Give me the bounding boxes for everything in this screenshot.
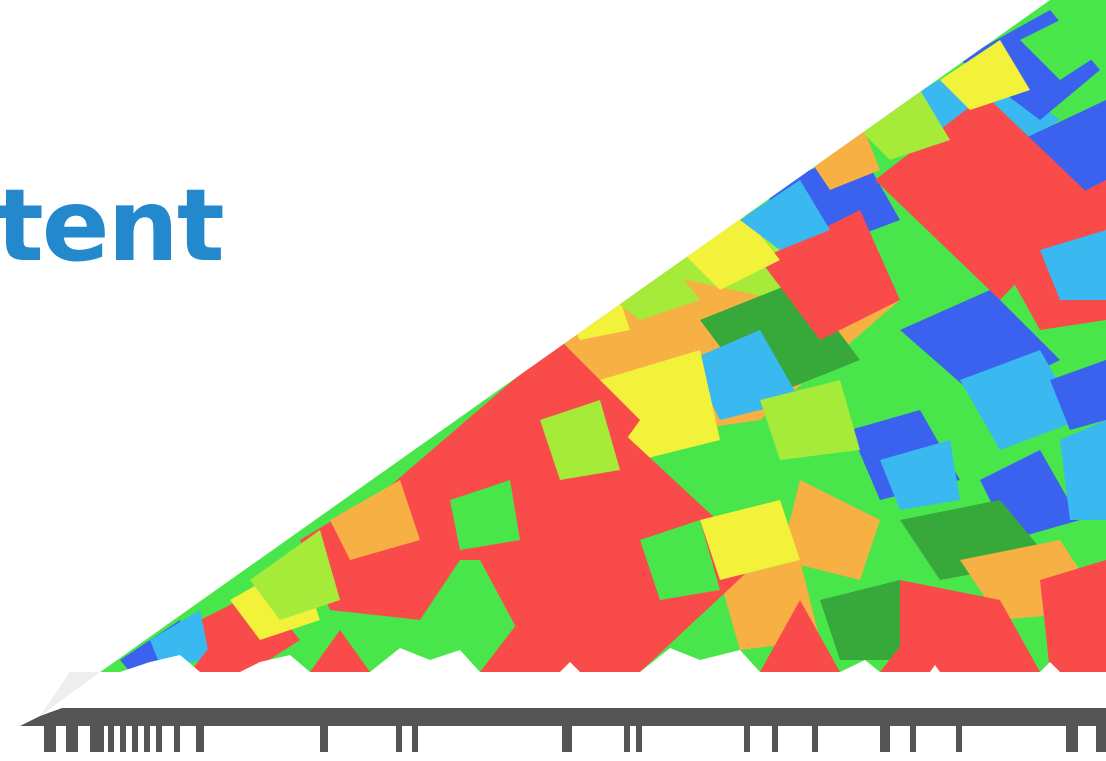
heatmap-region bbox=[960, 350, 1080, 450]
heatmap-region bbox=[480, 430, 760, 672]
track-tick bbox=[624, 726, 630, 752]
heatmap-peak bbox=[880, 640, 930, 672]
heatmap-peak bbox=[310, 630, 370, 672]
heatmap-edge bbox=[240, 655, 310, 672]
heatmap-triangle bbox=[100, 0, 1106, 672]
heatmap-region bbox=[450, 480, 520, 550]
heatmap-region bbox=[640, 520, 720, 600]
heatmap-region bbox=[860, 90, 950, 160]
page-title: tent bbox=[0, 167, 225, 284]
heatmap-region bbox=[1050, 360, 1106, 430]
heatmap-edge bbox=[1040, 662, 1060, 672]
heatmap-region bbox=[740, 180, 830, 250]
heatmap-region bbox=[330, 480, 420, 560]
heatmap-edge bbox=[840, 660, 880, 672]
track-tick bbox=[144, 726, 150, 752]
heatmap-peak bbox=[580, 645, 640, 672]
track-tick bbox=[812, 726, 818, 752]
heatmap-region bbox=[540, 400, 620, 480]
heatmap-peak bbox=[480, 620, 560, 672]
track-fade bbox=[40, 672, 100, 716]
track-tick bbox=[396, 726, 402, 752]
track-tick bbox=[636, 726, 642, 752]
track-tick bbox=[1096, 726, 1106, 752]
track-bar bbox=[20, 708, 1106, 726]
track-tick bbox=[156, 726, 162, 752]
track-tick bbox=[880, 726, 890, 752]
track-tick bbox=[132, 726, 138, 752]
heatmap-peak bbox=[940, 600, 1040, 672]
track-tick bbox=[66, 726, 78, 752]
heatmap-edge bbox=[370, 648, 480, 672]
track-tick bbox=[412, 726, 418, 752]
heatmap-edge bbox=[100, 655, 200, 672]
track-tick bbox=[910, 726, 916, 752]
heatmap-region bbox=[760, 380, 860, 460]
track-tick bbox=[1066, 726, 1078, 752]
track-tick bbox=[320, 726, 328, 752]
heatmap-region bbox=[940, 40, 1030, 110]
heatmap-region bbox=[560, 270, 630, 340]
heatmap-region bbox=[150, 610, 210, 665]
heatmap-peak bbox=[1060, 640, 1106, 672]
heatmap-region bbox=[600, 250, 700, 320]
heatmap-edge bbox=[640, 648, 760, 672]
heatmap-peak bbox=[760, 600, 840, 672]
heatmap-region bbox=[1040, 560, 1106, 672]
track-tick bbox=[174, 726, 180, 752]
track-tick bbox=[108, 726, 114, 752]
heatmap-peak bbox=[190, 640, 240, 672]
heatmap-edge bbox=[930, 665, 940, 672]
heatmap-region bbox=[1020, 10, 1106, 80]
heatmap-region bbox=[250, 530, 340, 620]
heatmap-region bbox=[1040, 230, 1106, 300]
track-tick bbox=[196, 726, 204, 752]
heatmap-edge bbox=[560, 662, 580, 672]
track-tick bbox=[120, 726, 126, 752]
track-tick bbox=[744, 726, 750, 752]
heatmap-region bbox=[820, 580, 920, 660]
heatmap-region bbox=[700, 500, 800, 580]
heatmap-region bbox=[780, 480, 880, 580]
heatmap-region bbox=[880, 440, 960, 510]
genome-track bbox=[20, 672, 1106, 752]
track-tick bbox=[562, 726, 572, 752]
track-tick bbox=[44, 726, 56, 752]
heatmap-region bbox=[810, 120, 880, 190]
track-tick bbox=[90, 726, 104, 752]
track-tick bbox=[772, 726, 778, 752]
heatmap-region bbox=[1060, 420, 1106, 520]
track-tick bbox=[956, 726, 962, 752]
